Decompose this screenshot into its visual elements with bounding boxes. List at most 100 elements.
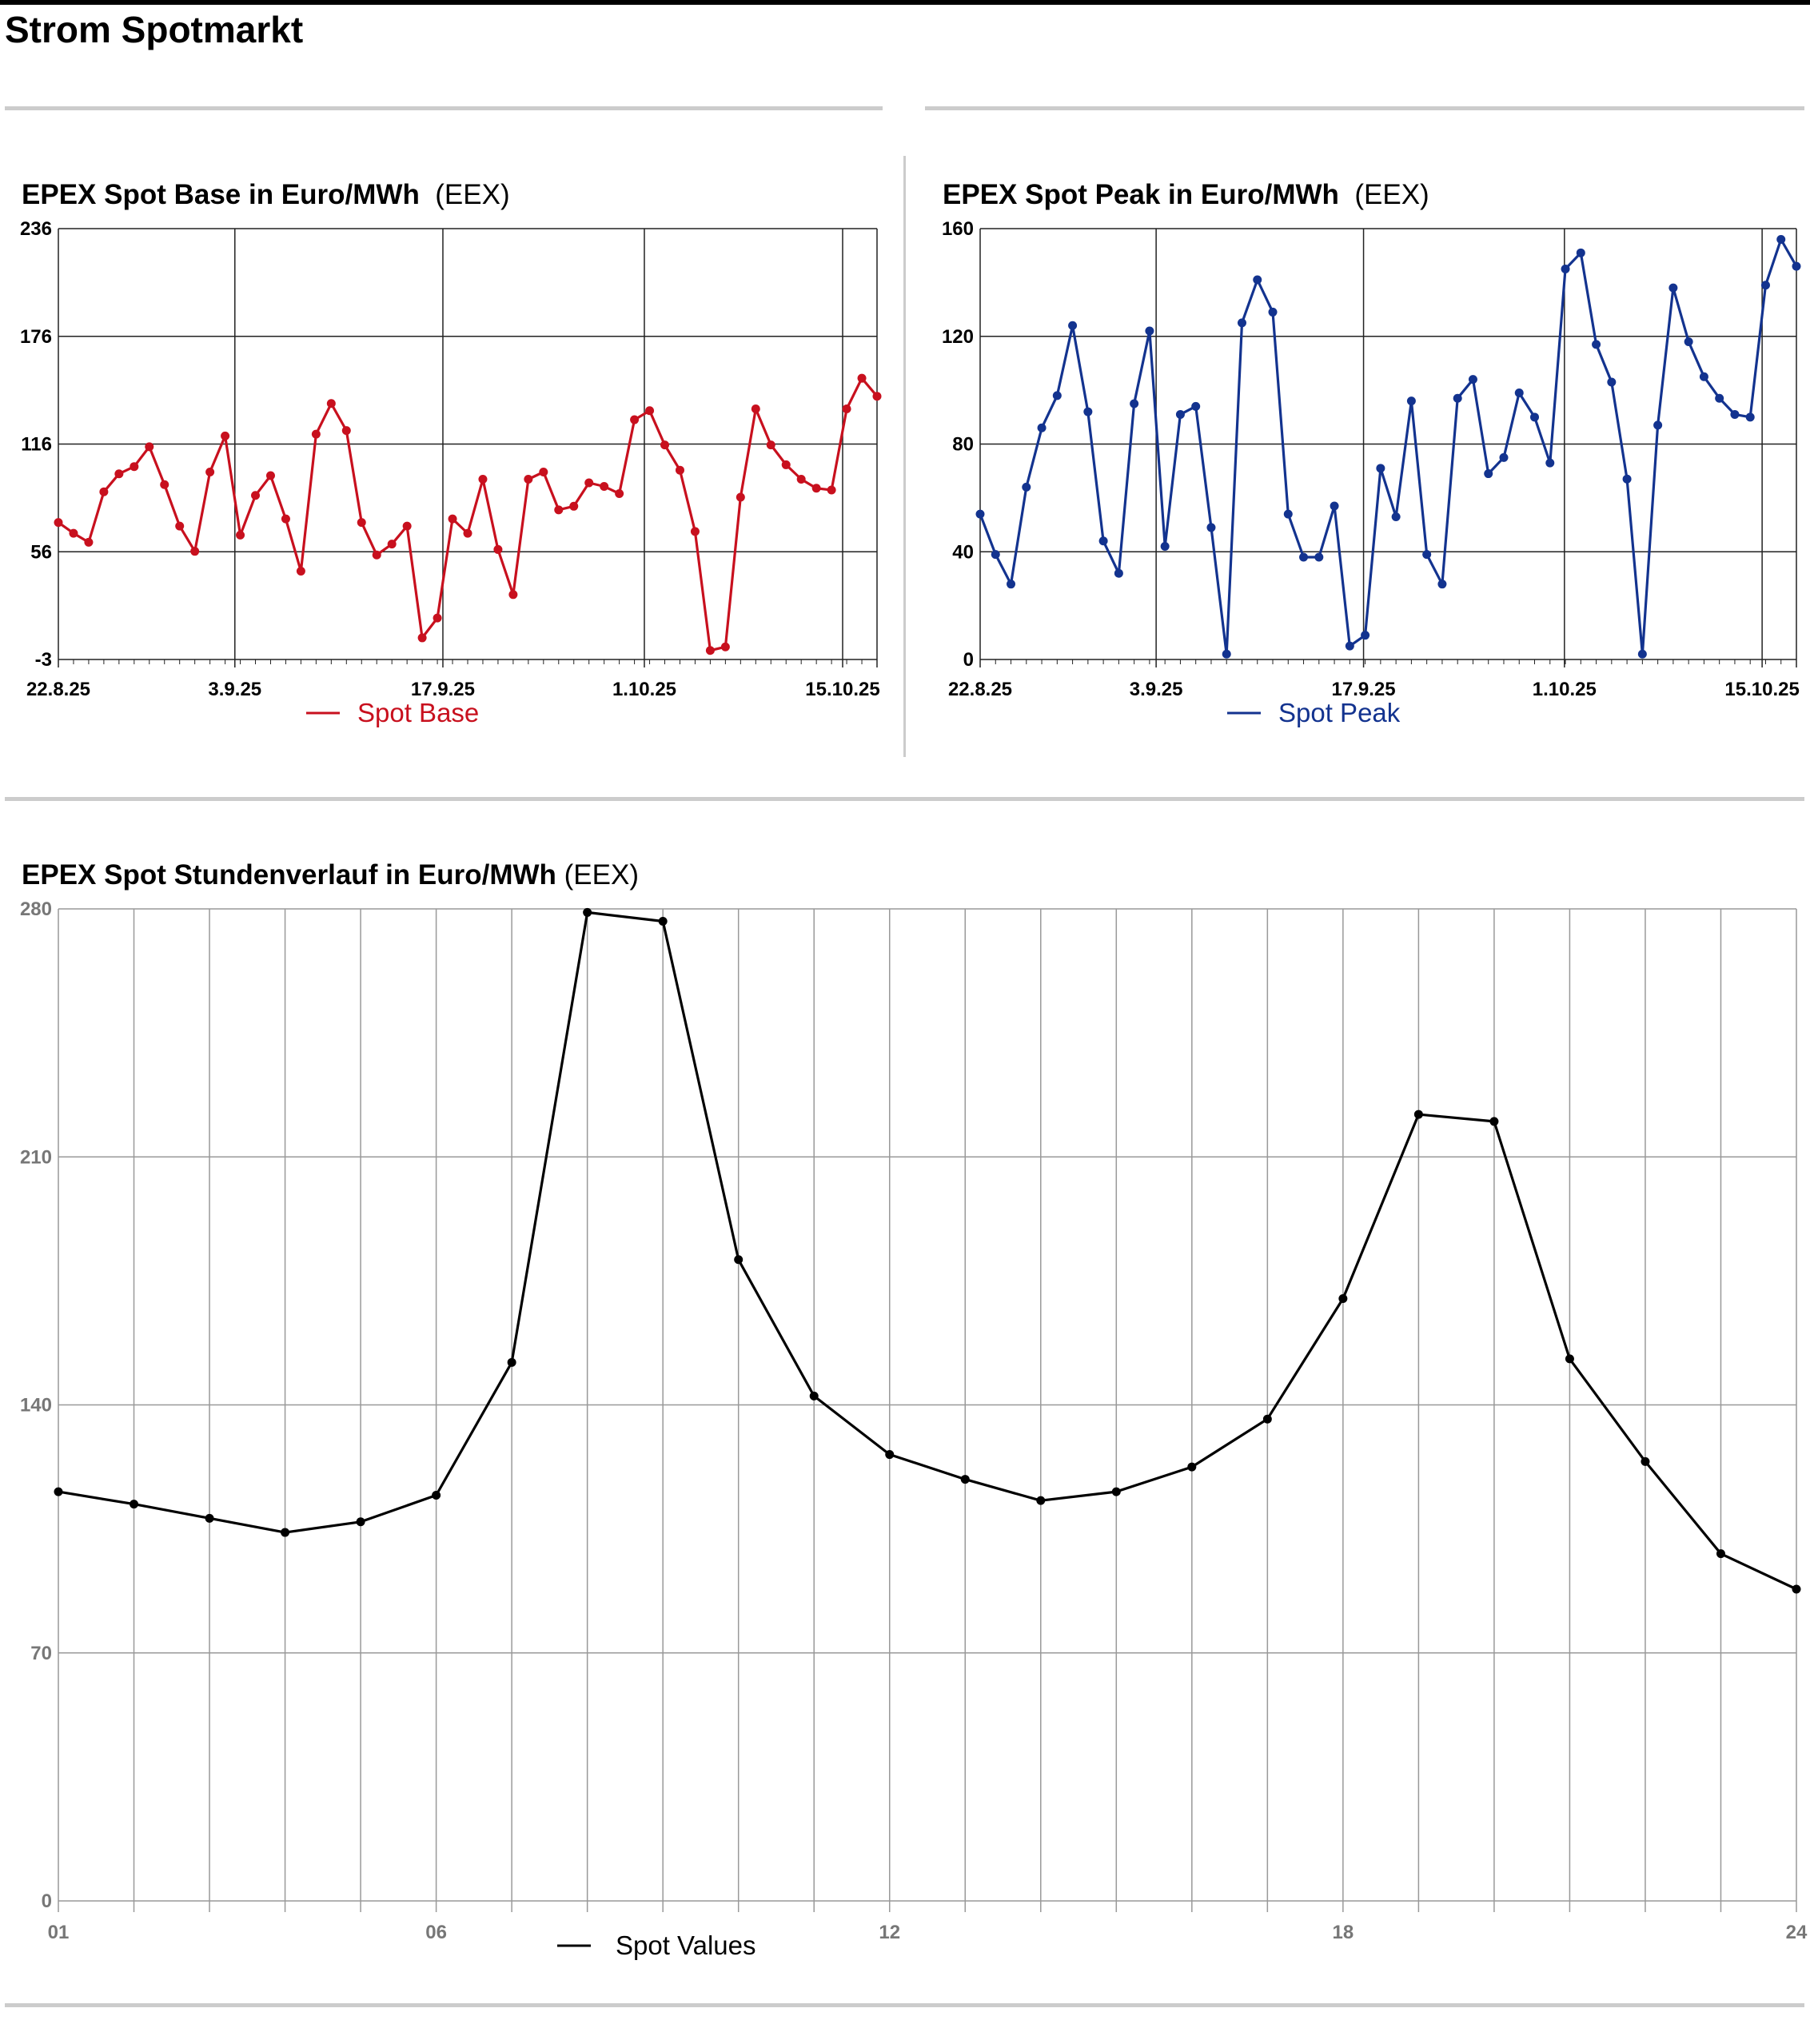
data-point [236,530,245,540]
data-point [1330,501,1339,511]
data-point [356,1517,365,1527]
x-tick-label: 3.9.25 [1130,679,1183,700]
data-point [99,487,109,496]
section-divider [5,797,1804,801]
data-point [326,399,336,408]
data-point [811,484,821,493]
data-point [1468,375,1477,384]
data-point [960,1475,970,1484]
data-point [1592,340,1601,349]
data-point [1489,1117,1499,1126]
x-tick-label: 3.9.25 [208,679,261,700]
data-point [1083,407,1093,416]
data-point [1607,377,1617,387]
data-point [114,469,124,479]
x-tick-label: 15.10.25 [1724,679,1799,700]
data-point [1413,1110,1423,1119]
y-tick-label: 40 [952,541,974,563]
data-point [54,1487,63,1496]
data-point [796,474,806,484]
data-point [1237,318,1246,328]
section-divider [925,106,1804,110]
x-tick-label: 15.10.25 [805,679,879,700]
y-tick-label: 80 [952,434,974,456]
hourly-chart-source: (EEX) [564,859,640,891]
data-point [734,1255,744,1265]
data-point [190,547,200,556]
x-tick-label: 17.9.25 [411,679,475,700]
data-point [265,471,275,480]
data-point [1036,1496,1046,1505]
data-point [1253,275,1262,285]
data-point [130,462,139,472]
data-point [507,1357,516,1367]
data-point [1262,1414,1272,1424]
data-point [1145,326,1154,336]
data-point [1684,337,1693,346]
data-point [1114,568,1123,578]
data-point [1098,536,1108,546]
data-point [357,518,366,528]
data-point [1376,464,1385,473]
y-tick-label: 280 [20,898,52,920]
data-point [584,478,594,488]
data-point [296,566,305,576]
x-tick-label: 1.10.25 [1533,679,1597,700]
y-tick-label: 0 [963,649,974,671]
page-title: Strom Spotmarkt [5,9,304,50]
data-point [508,590,518,600]
data-point [160,480,169,489]
data-point [991,550,1000,560]
data-point [1068,321,1078,330]
data-point [1130,399,1139,408]
data-point [809,1391,819,1401]
data-point [645,406,655,416]
data-point [1007,580,1016,589]
data-point [736,492,745,502]
data-point [372,550,381,560]
data-point [554,505,564,515]
data-point [221,431,230,440]
data-point [175,521,185,531]
data-point [1175,409,1185,419]
y-tick-label: 236 [20,218,52,240]
data-point [341,426,351,436]
data-point [1745,412,1755,422]
data-point [857,373,867,383]
base-chart-source: (EEX) [435,179,510,210]
data-point [1484,469,1493,479]
data-point [751,404,760,414]
data-point [281,514,290,524]
data-point [145,442,154,452]
data-point [1422,550,1432,560]
data-point [205,1513,214,1523]
data-point [1514,388,1524,397]
data-point [205,467,215,476]
data-point [1391,512,1401,521]
data-point [1576,248,1585,257]
data-point [1437,580,1447,589]
legend-label: Spot Base [357,698,479,727]
data-point [1453,393,1462,403]
hourly-chart-title-text: EPEX Spot Stundenverlauf in Euro/MWh [22,859,556,891]
data-point [1715,393,1724,403]
data-point [1206,523,1216,532]
data-point [1792,261,1801,271]
data-point [432,1491,441,1500]
data-point [1545,458,1555,468]
data-point [1361,631,1370,640]
data-point [311,429,321,439]
base-chart-title: EPEX Spot Base in Euro/MWh (EEX) [22,179,510,211]
data-point [251,491,261,500]
data-point [1222,649,1231,659]
base-chart-title-text: EPEX Spot Base in Euro/MWh [22,179,420,210]
x-tick-label: 24 [1786,1922,1808,1943]
data-point [1637,649,1647,659]
y-tick-label: 116 [21,434,52,456]
data-point [387,540,397,549]
x-tick-label: 06 [425,1922,447,1943]
data-point [417,633,427,643]
data-point [872,392,882,401]
data-point [781,460,791,469]
data-point [1191,401,1201,411]
